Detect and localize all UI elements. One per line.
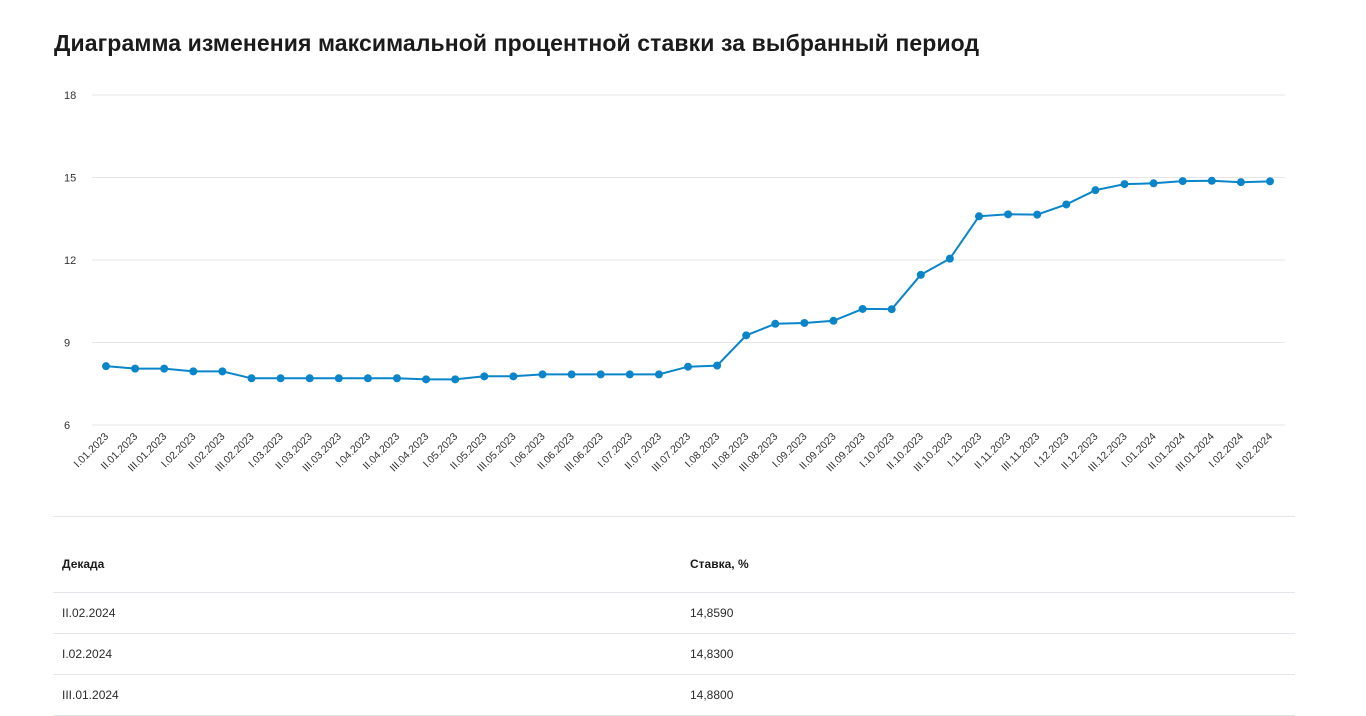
data-point[interactable] (567, 370, 576, 379)
data-point[interactable] (363, 374, 372, 383)
cell-decade: II.02.2024 (53, 592, 690, 634)
data-point[interactable] (1062, 200, 1071, 209)
table-header-row: Декада Ставка, % (53, 516, 1295, 593)
data-point[interactable] (305, 374, 314, 383)
y-axis: 6 9 12 15 18 (64, 90, 76, 432)
data-point[interactable] (393, 374, 401, 383)
data-point[interactable] (1178, 177, 1187, 186)
cell-decade: I.02.2024 (53, 633, 690, 675)
data-point[interactable] (538, 370, 547, 379)
y-tick-label: 9 (64, 338, 70, 350)
data-point[interactable] (131, 364, 140, 373)
data-points (102, 176, 1274, 384)
y-tick-label: 12 (64, 255, 76, 267)
data-point[interactable] (1033, 210, 1042, 219)
data-point[interactable] (625, 370, 634, 379)
data-point[interactable] (1207, 176, 1216, 185)
y-tick-label: 18 (64, 90, 76, 102)
data-point[interactable] (829, 316, 838, 325)
cell-rate: 14,8300 (690, 633, 1295, 675)
x-axis: I.01.2023II.01.2023III.01.2023I.02.2023I… (72, 431, 1276, 475)
data-point[interactable] (276, 374, 285, 383)
data-point[interactable] (916, 270, 925, 279)
page-title: Диаграмма изменения максимальной процент… (54, 30, 980, 56)
column-header-rate: Ставка, % (690, 516, 1295, 593)
data-point[interactable] (800, 318, 809, 327)
data-point[interactable] (742, 331, 751, 340)
data-point[interactable] (1091, 186, 1100, 195)
column-header-decade: Декада (53, 516, 690, 593)
data-point[interactable] (247, 374, 256, 383)
line-chart: 6 9 12 15 18 I.01.2023II.01.2023III.01.2023I… (64, 90, 1285, 475)
y-tick-label: 15 (64, 173, 76, 185)
cell-rate: 14,8590 (690, 592, 1295, 634)
data-point[interactable] (422, 375, 431, 384)
data-point[interactable] (218, 367, 227, 376)
y-tick-label: 6 (64, 420, 70, 432)
data-point[interactable] (334, 374, 343, 383)
data-point[interactable] (102, 362, 110, 371)
table-row: III.01.2024 14,8800 (53, 674, 1295, 716)
data-point[interactable] (975, 212, 983, 221)
cell-rate: 14,8800 (690, 674, 1295, 716)
data-point[interactable] (858, 304, 867, 313)
data-point[interactable] (1236, 178, 1245, 187)
data-point[interactable] (713, 361, 722, 370)
series-line (105, 179, 1271, 381)
data-point[interactable] (160, 364, 169, 373)
data-point[interactable] (509, 372, 518, 381)
data-point[interactable] (596, 370, 605, 379)
data-point[interactable] (480, 372, 489, 381)
data-point[interactable] (945, 254, 954, 263)
data-point[interactable] (1120, 180, 1129, 189)
chart-gridlines (92, 94, 1285, 426)
rate-table: Декада Ставка, % II.02.2024 14,8590 I.02… (53, 516, 1295, 716)
data-point[interactable] (1266, 177, 1274, 186)
data-point[interactable] (654, 370, 663, 379)
data-point[interactable] (1149, 179, 1158, 188)
data-point[interactable] (451, 375, 460, 384)
data-point[interactable] (887, 305, 896, 314)
data-point[interactable] (771, 319, 780, 328)
data-point[interactable] (189, 367, 198, 376)
cell-decade: III.01.2024 (53, 674, 690, 716)
table-row: I.02.2024 14,8300 (53, 633, 1295, 675)
data-point[interactable] (684, 362, 692, 371)
data-point[interactable] (1004, 210, 1013, 219)
table-row: II.02.2024 14,8590 (53, 592, 1295, 634)
